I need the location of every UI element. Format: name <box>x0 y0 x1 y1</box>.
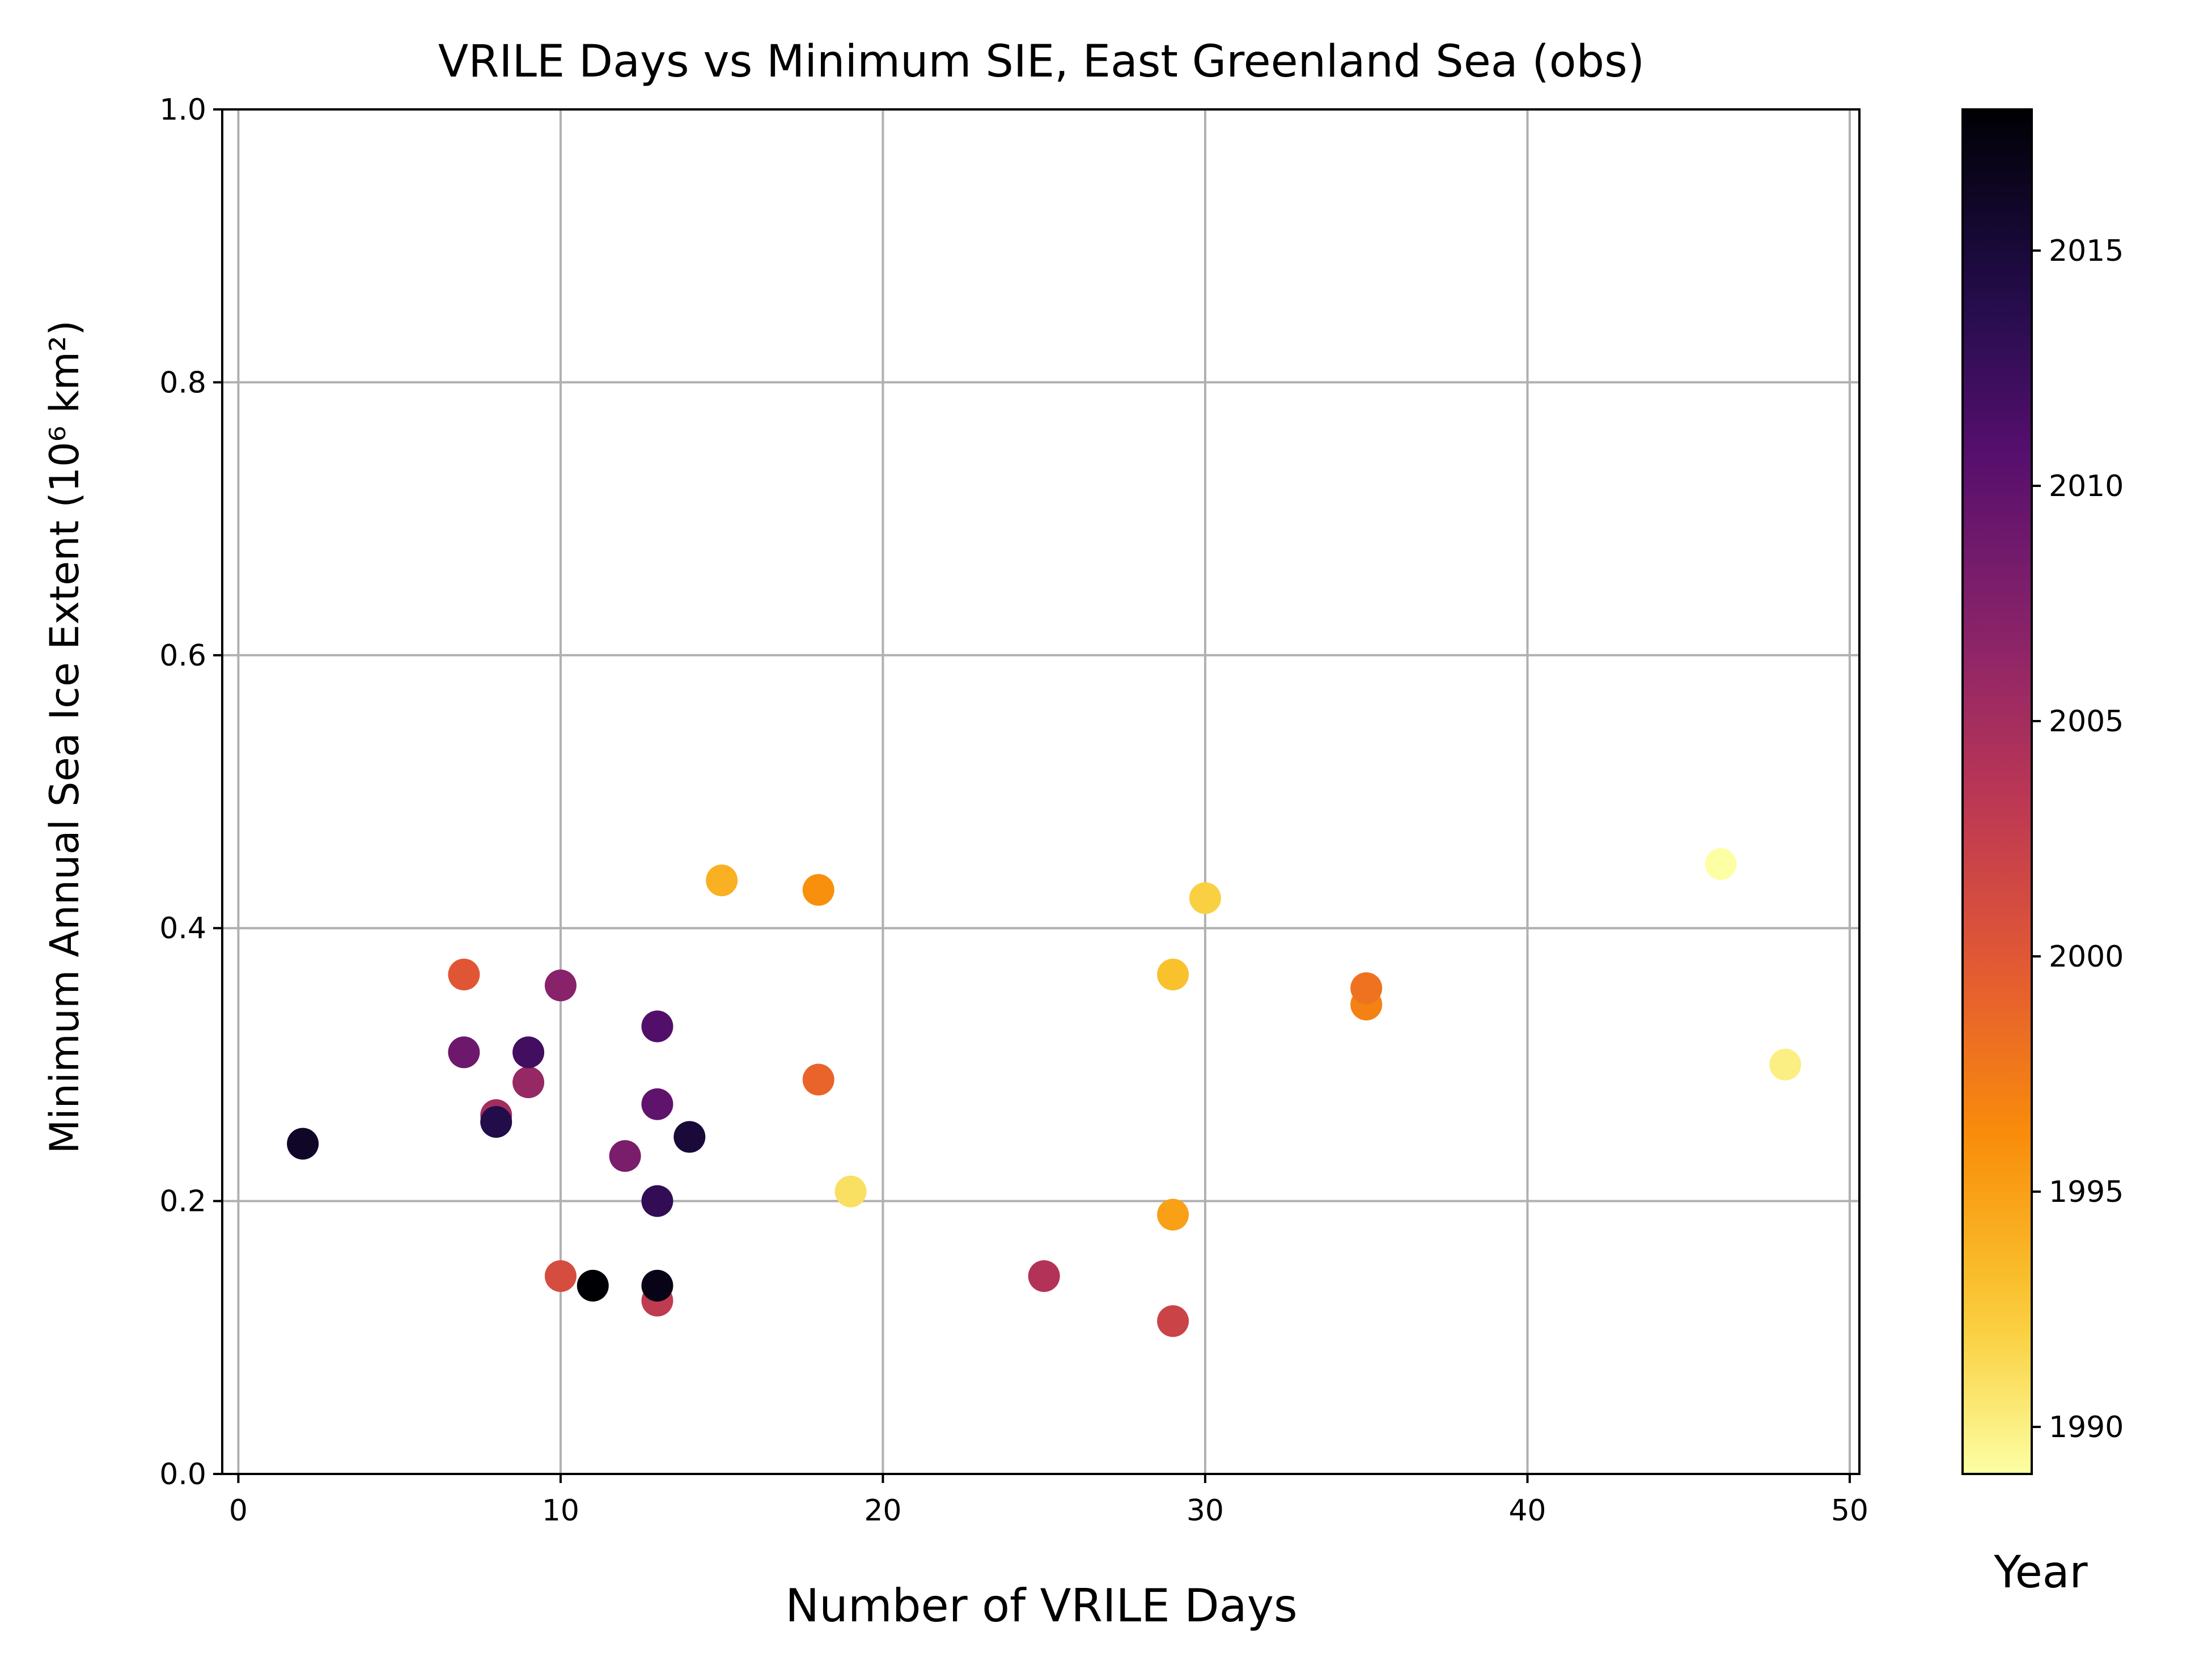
data-point <box>544 1260 577 1292</box>
colorbar-tick-label: 2015 <box>2049 234 2124 268</box>
colorbar-ticks: 1990 1995 2000 2005 2010 2015 <box>2032 234 2124 1444</box>
y-axis: 0.0 0.2 0.4 0.6 0.8 1.0 <box>159 93 222 1492</box>
data-point <box>1028 1260 1060 1292</box>
data-point <box>512 1066 545 1099</box>
x-tick-label: 10 <box>542 1494 579 1528</box>
x-axis-label: Number of VRILE Days <box>785 1579 1297 1632</box>
x-axis: 0 10 20 30 40 50 <box>229 1474 1868 1528</box>
x-tick-label: 0 <box>229 1494 248 1528</box>
data-points <box>287 848 1802 1337</box>
y-tick-label: 0.4 <box>159 912 206 946</box>
data-point <box>1350 972 1383 1005</box>
data-point <box>1769 1048 1802 1081</box>
y-tick-label: 0.6 <box>159 639 206 673</box>
data-point <box>641 1185 673 1217</box>
y-tick-label: 1.0 <box>159 93 206 127</box>
x-tick-label: 40 <box>1508 1494 1546 1528</box>
data-point <box>706 864 738 896</box>
y-tick-label: 0.8 <box>159 366 206 400</box>
data-point <box>1157 959 1189 991</box>
data-point <box>512 1036 545 1069</box>
y-tick-label: 0.0 <box>159 1458 206 1492</box>
plot-frame <box>221 108 1861 1475</box>
data-point <box>1705 848 1737 880</box>
colorbar-tick-label: 2010 <box>2049 469 2124 503</box>
colorbar-tick-label: 2000 <box>2049 940 2124 974</box>
data-point <box>1157 1305 1189 1337</box>
colorbar <box>1961 108 2033 1475</box>
x-tick-label: 50 <box>1831 1494 1868 1528</box>
data-point <box>641 1269 673 1302</box>
data-point <box>1157 1198 1189 1231</box>
data-point <box>834 1175 867 1208</box>
data-point <box>1189 882 1221 914</box>
data-point <box>448 959 480 991</box>
data-point <box>641 1010 673 1043</box>
y-axis-label: Minimum Annual Sea Ice Extent (10⁶ km²) <box>41 320 88 1154</box>
data-point <box>802 874 834 906</box>
x-tick-label: 20 <box>864 1494 901 1528</box>
colorbar-tick-label: 1990 <box>2049 1410 2124 1444</box>
x-tick-label: 30 <box>1186 1494 1224 1528</box>
colorbar-label: Year <box>1993 1547 2088 1598</box>
data-point <box>641 1088 673 1120</box>
colorbar-tick-label: 1995 <box>2049 1175 2124 1209</box>
colorbar-tick-label: 2005 <box>2049 705 2124 739</box>
data-point <box>802 1064 834 1096</box>
data-point <box>544 969 577 1002</box>
y-tick-label: 0.2 <box>159 1185 206 1219</box>
data-point <box>480 1105 512 1138</box>
data-point <box>577 1269 609 1302</box>
data-point <box>287 1128 319 1160</box>
data-point <box>448 1036 480 1069</box>
chart-title: VRILE Days vs Minimum SIE, East Greenlan… <box>438 36 1645 87</box>
data-point <box>673 1121 706 1153</box>
data-point <box>609 1140 641 1172</box>
